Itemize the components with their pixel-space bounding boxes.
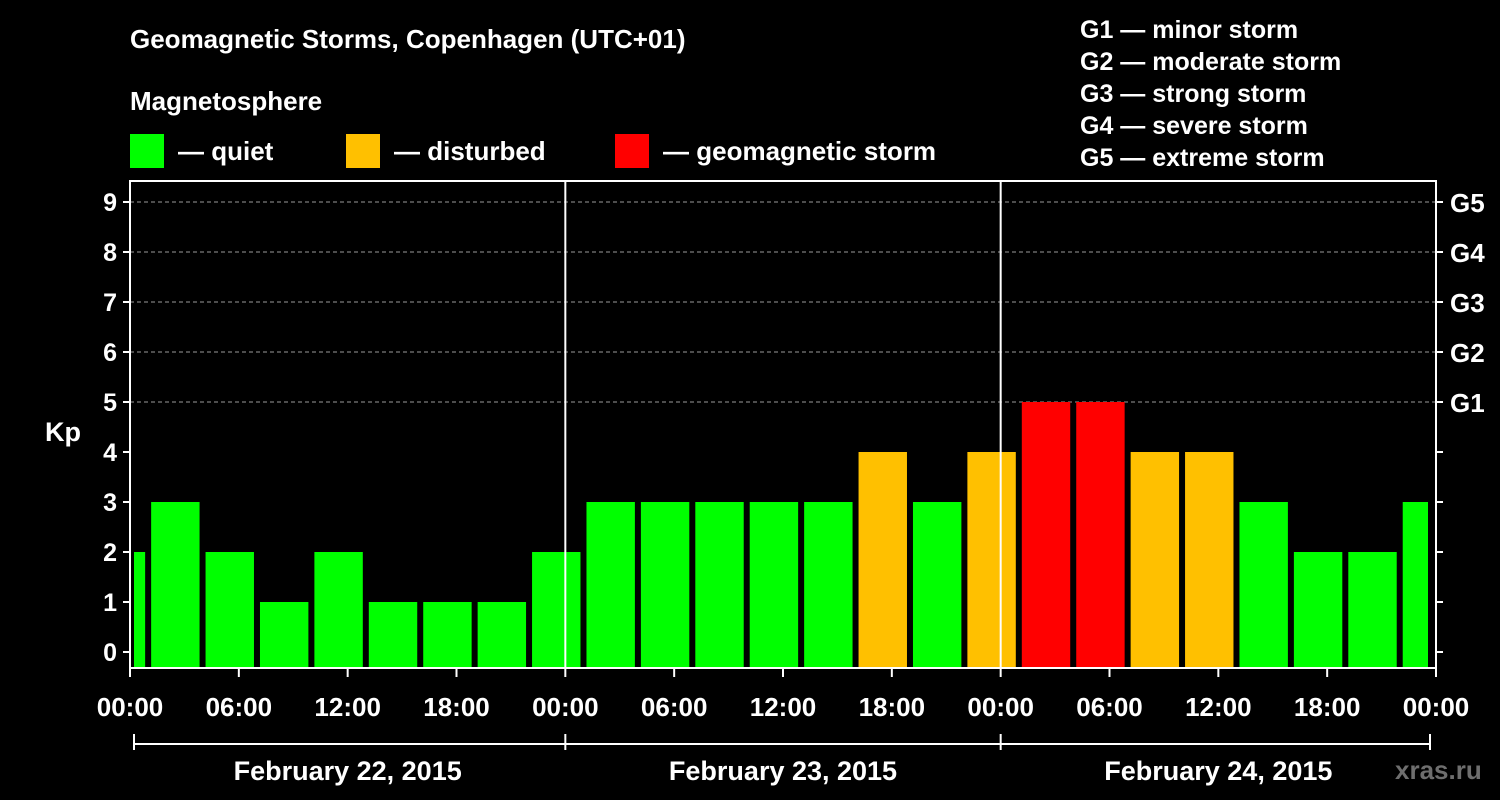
g-scale-g1: G1 — minor storm bbox=[1080, 16, 1299, 44]
g-level-label: G5 bbox=[1450, 188, 1485, 218]
x-tick-label: 00:00 bbox=[1403, 692, 1470, 722]
x-tick-label: 12:00 bbox=[750, 692, 817, 722]
x-tick-label: 00:00 bbox=[97, 692, 164, 722]
y-axis-label: Kp bbox=[45, 417, 81, 447]
kp-bar bbox=[205, 552, 254, 668]
y-tick-label: 2 bbox=[103, 539, 117, 567]
kp-bar bbox=[967, 452, 1016, 668]
x-tick-label: 06:00 bbox=[1076, 692, 1143, 722]
kp-bar bbox=[259, 602, 309, 668]
kp-bar bbox=[1402, 502, 1428, 668]
kp-bar bbox=[912, 502, 962, 668]
quiet-swatch bbox=[130, 134, 164, 168]
kp-bar bbox=[1130, 452, 1180, 668]
y-tick-label: 1 bbox=[103, 589, 117, 617]
kp-bar bbox=[749, 502, 799, 668]
legend-label-quiet: — quiet bbox=[178, 135, 274, 166]
kp-bar bbox=[151, 502, 200, 668]
kp-bar bbox=[1293, 552, 1343, 668]
g-scale-legend: G1 — minor storm G2 — moderate storm G3 … bbox=[1080, 14, 1341, 174]
legend-title: Magnetosphere bbox=[130, 86, 323, 116]
g-scale-g4: G4 — severe storm bbox=[1080, 112, 1308, 140]
legend-label-storm: — geomagnetic storm bbox=[663, 135, 937, 166]
legend-item-storm: — geomagnetic storm bbox=[615, 134, 936, 168]
x-tick-label: 00:00 bbox=[532, 692, 599, 722]
y-tick-label: 8 bbox=[103, 239, 117, 267]
kp-bar bbox=[1348, 552, 1397, 668]
y-tick-label: 0 bbox=[103, 639, 117, 667]
g-level-label: G3 bbox=[1450, 288, 1485, 318]
x-tick-label: 12:00 bbox=[314, 692, 381, 722]
disturbed-swatch bbox=[346, 134, 380, 168]
kp-bar bbox=[804, 502, 853, 668]
g-level-label: G1 bbox=[1450, 388, 1485, 418]
kp-bar bbox=[1076, 402, 1125, 668]
kp-bar bbox=[586, 502, 635, 668]
storm-swatch bbox=[615, 134, 649, 168]
kp-bar bbox=[1021, 402, 1071, 668]
kp-bar bbox=[858, 452, 907, 668]
kp-bar bbox=[1239, 502, 1288, 668]
y-tick-label: 4 bbox=[103, 439, 117, 467]
y-tick-label: 6 bbox=[103, 339, 117, 367]
kp-bar bbox=[532, 552, 581, 668]
y-tick-label: 3 bbox=[103, 489, 117, 517]
x-tick-label: 00:00 bbox=[967, 692, 1034, 722]
x-tick-label: 06:00 bbox=[206, 692, 273, 722]
x-tick-label: 06:00 bbox=[641, 692, 708, 722]
kp-bar bbox=[1185, 452, 1234, 668]
kp-bar bbox=[134, 552, 146, 668]
g-scale-g5: G5 — extreme storm bbox=[1080, 144, 1325, 172]
legend-item-quiet: — quiet bbox=[130, 134, 273, 168]
watermark: xras.ru bbox=[1395, 755, 1482, 785]
y-tick-label: 7 bbox=[103, 289, 117, 317]
kp-bar bbox=[640, 502, 690, 668]
chart-title: Geomagnetic Storms, Copenhagen (UTC+01) bbox=[130, 24, 686, 54]
x-tick-label: 18:00 bbox=[859, 692, 926, 722]
date-label: February 23, 2015 bbox=[669, 756, 897, 786]
date-label: February 22, 2015 bbox=[234, 756, 462, 786]
x-tick-label: 18:00 bbox=[1294, 692, 1361, 722]
legend-item-disturbed: — disturbed bbox=[346, 134, 546, 168]
g-level-label: G4 bbox=[1450, 238, 1485, 268]
x-tick-label: 18:00 bbox=[423, 692, 490, 722]
date-label: February 24, 2015 bbox=[1104, 756, 1332, 786]
y-tick-label: 5 bbox=[103, 389, 117, 417]
g-scale-g2: G2 — moderate storm bbox=[1080, 48, 1342, 76]
kp-bar bbox=[695, 502, 744, 668]
y-tick-label: 9 bbox=[103, 189, 117, 217]
g-scale-g3: G3 — strong storm bbox=[1080, 80, 1307, 108]
kp-bar bbox=[314, 552, 363, 668]
x-tick-label: 12:00 bbox=[1185, 692, 1252, 722]
legend-label-disturbed: — disturbed bbox=[394, 135, 546, 166]
kp-bar bbox=[368, 602, 418, 668]
kp-bar bbox=[477, 602, 527, 668]
g-level-label: G2 bbox=[1450, 338, 1485, 368]
kp-bar bbox=[423, 602, 472, 668]
